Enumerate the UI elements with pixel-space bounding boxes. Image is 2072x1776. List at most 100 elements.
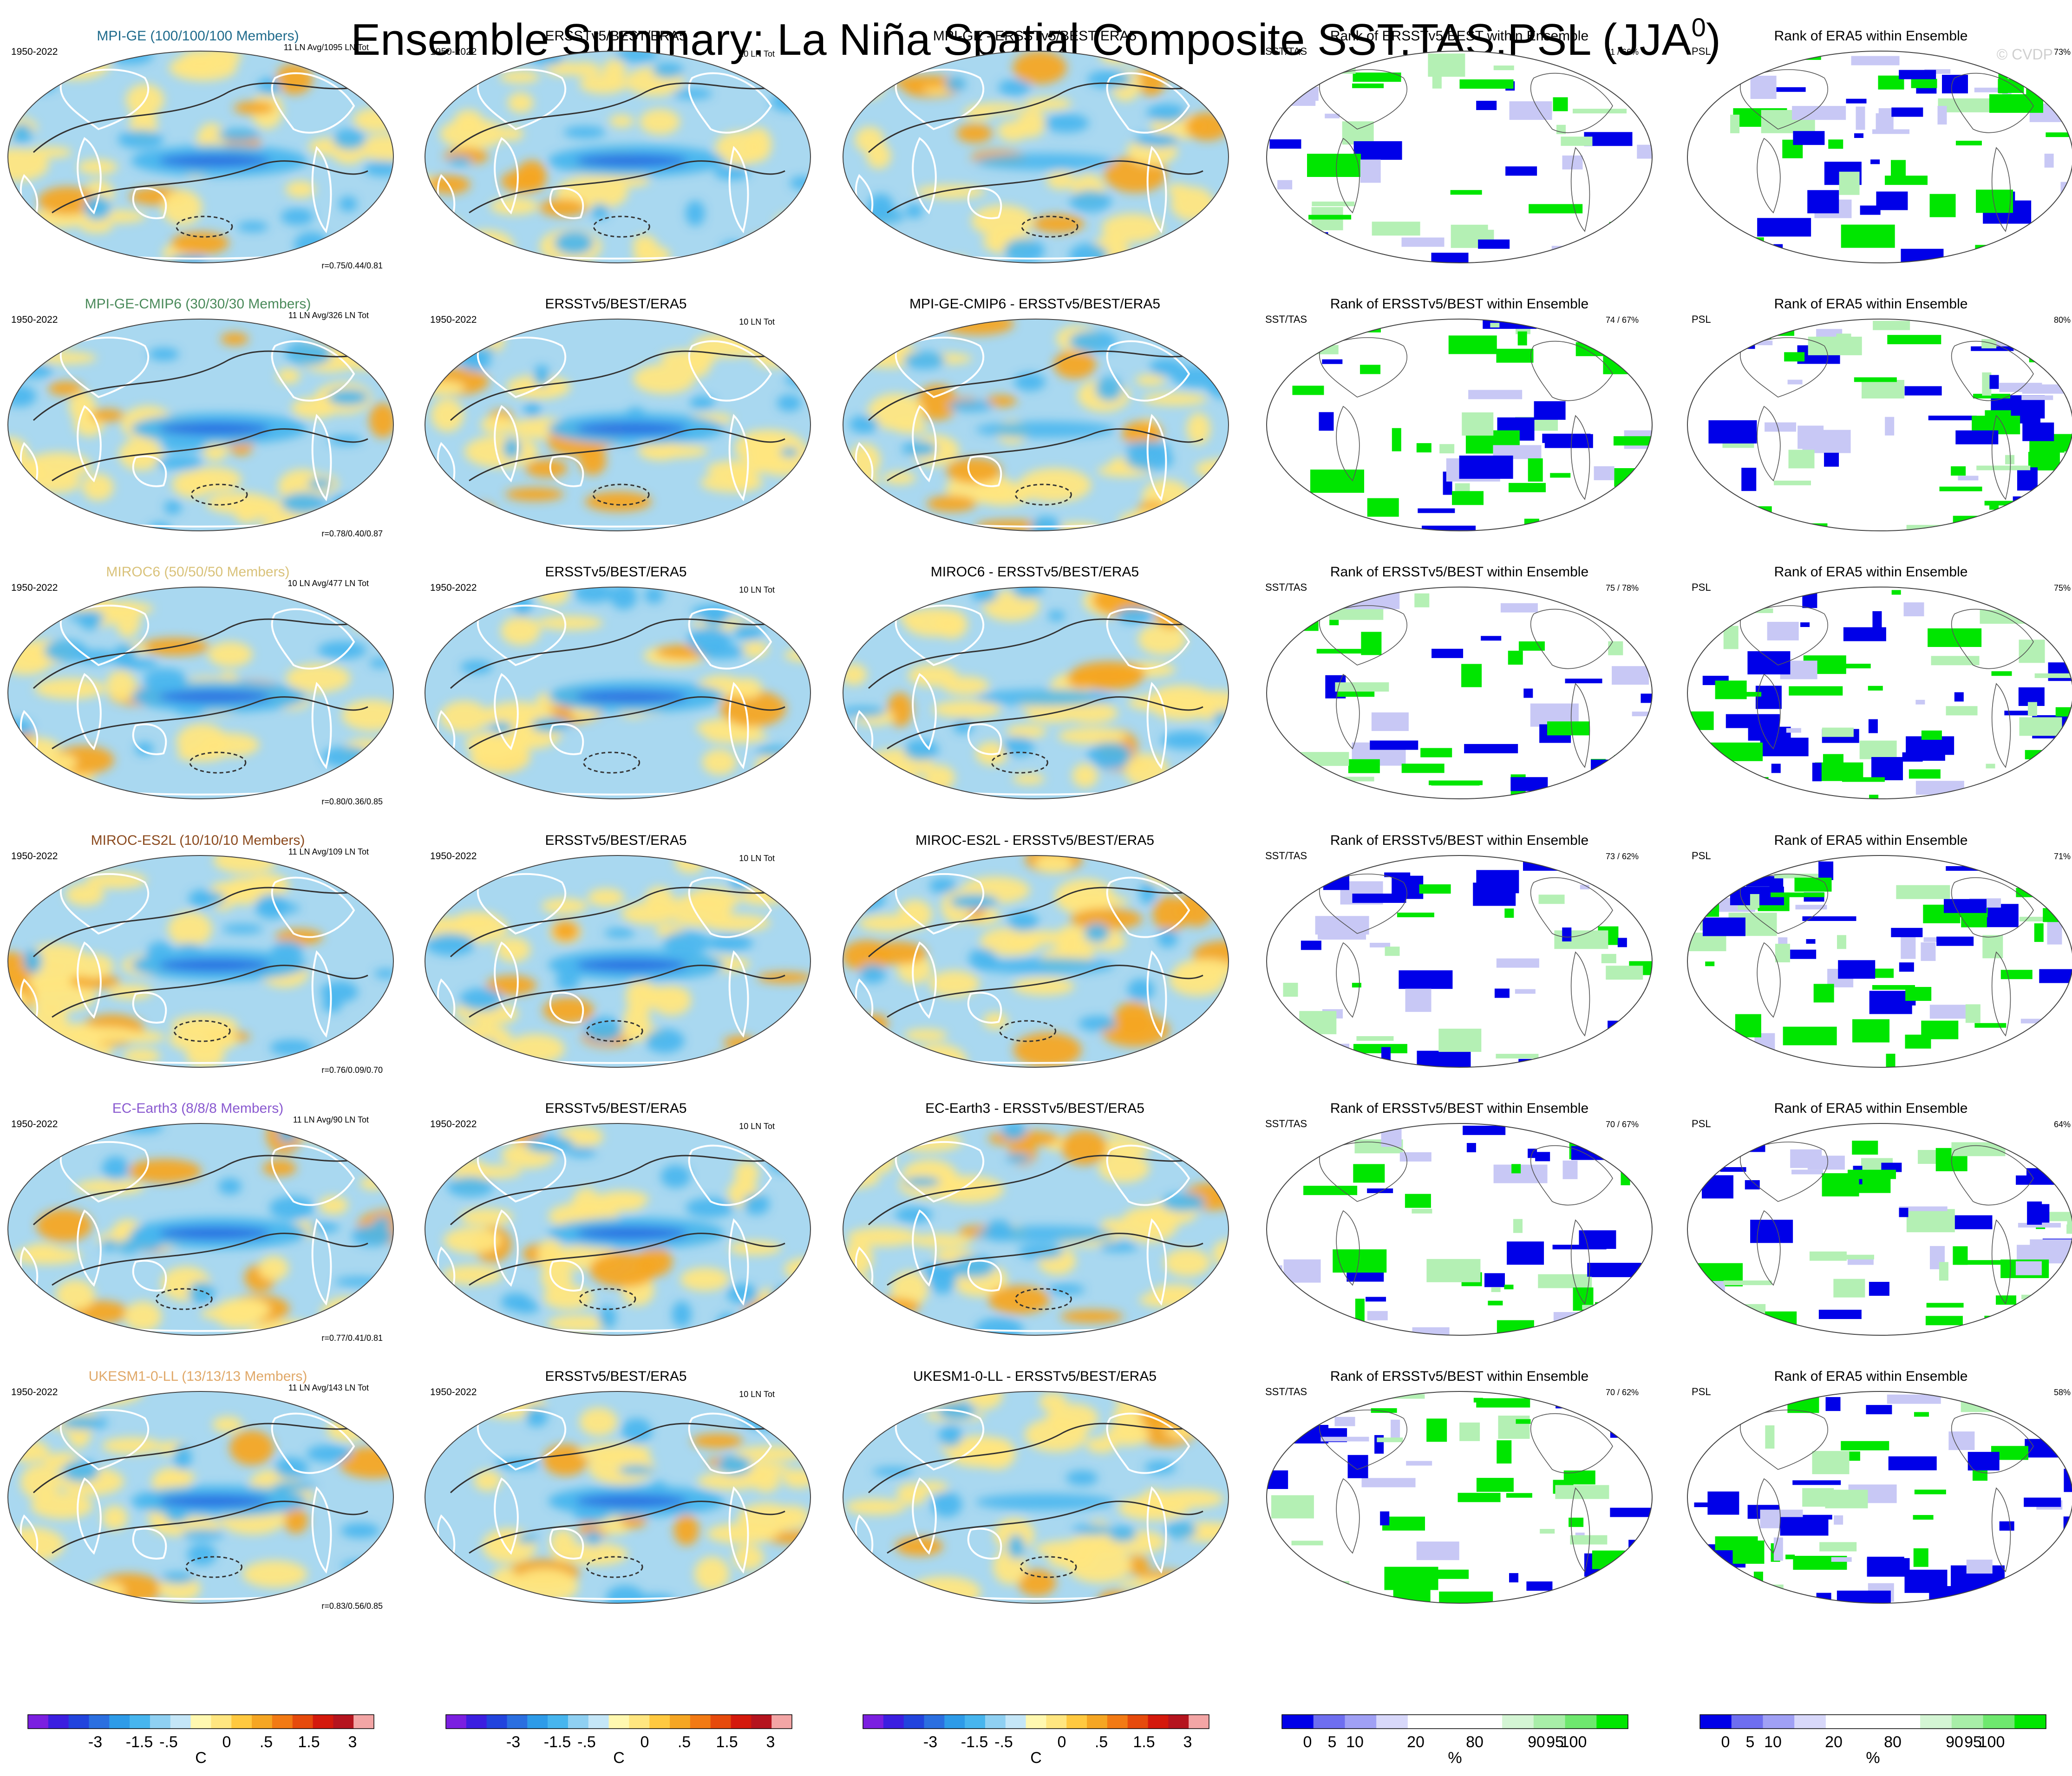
rank-percent: 58%	[2054, 1388, 2071, 1397]
map-outline	[425, 855, 811, 1068]
colorbar-swatch	[1107, 1715, 1128, 1729]
map-projection	[7, 319, 394, 531]
psl-contours	[33, 618, 378, 774]
colorbar-swatch	[1596, 1715, 1628, 1729]
colorbar-tick-label: 0	[641, 1733, 649, 1751]
map-outline	[1266, 51, 1653, 263]
colorbar-swatch	[1189, 1715, 1209, 1729]
colorbar-tick-label: -.5	[994, 1733, 1013, 1751]
colorbar-frame	[445, 1714, 792, 1729]
rank-percent: 80%	[2054, 315, 2071, 325]
colorbar-swatch	[1889, 1715, 1921, 1729]
colorbar-tick-label: -1.5	[961, 1733, 988, 1751]
map-projection	[7, 855, 394, 1068]
map-outline	[7, 51, 394, 263]
colorbar-swatch	[48, 1715, 69, 1729]
period-label: 1950-2022	[11, 314, 58, 325]
map-outline	[1266, 1391, 1653, 1604]
colorbar-tick-label: 1.5	[716, 1733, 738, 1751]
map-projection	[7, 587, 394, 799]
colorbar-tick-label: 0	[1303, 1733, 1312, 1751]
colorbar-swatch	[649, 1715, 670, 1729]
rank-percent: 73 / 62%	[1606, 852, 1639, 861]
colorbar-frame	[1699, 1714, 2046, 1729]
colorbar-swatch	[1439, 1715, 1471, 1729]
colorbar-unit: %	[1448, 1749, 1462, 1767]
rank-title: Rank of ERSSTv5/BEST within Ensemble	[1330, 296, 1588, 312]
pattern-correlation: r=0.76/0.09/0.70	[321, 1065, 383, 1075]
coastlines	[1319, 1410, 1613, 1573]
colorbar-unit: C	[613, 1749, 625, 1767]
map-outline	[1266, 1123, 1653, 1336]
colorbar-tick-label: 0	[1721, 1733, 1730, 1751]
lanina-count: 10 LN Avg/477 LN Tot	[288, 579, 369, 588]
psl-contours	[868, 886, 1213, 1042]
map-outline	[7, 1391, 394, 1604]
period-label: 1950-2022	[430, 1387, 477, 1397]
map-projection	[1266, 1391, 1653, 1604]
colorbar-swatch	[985, 1715, 1006, 1729]
psl-contours	[33, 1154, 378, 1310]
colorbar-unit: C	[1030, 1749, 1042, 1767]
map-panel: Rank of ERSSTv5/BEST within Ensemble SST/…	[1265, 1101, 1653, 1336]
colorbar-swatch	[608, 1715, 629, 1729]
colorbar-swatch	[130, 1715, 150, 1729]
map-panel: MIROC-ES2L - ERSSTv5/BEST/ERA5	[843, 833, 1229, 1068]
rank-variable-label: PSL	[1692, 1118, 1711, 1130]
colorbar-swatch	[924, 1715, 945, 1729]
coastlines	[1319, 874, 1613, 1037]
lanina-count: 11 LN Avg/143 LN Tot	[288, 1383, 369, 1392]
difference-title: UKESM1-0-LL - ERSSTv5/BEST/ERA5	[913, 1369, 1157, 1384]
colorbar-tick-label: 10	[1346, 1733, 1364, 1751]
map-projection	[7, 1123, 394, 1336]
map-projection	[1687, 587, 2072, 799]
map-panel: ERSSTv5/BEST/ERA5 1950-2022 10 LN Tot	[425, 1369, 811, 1604]
obs-title: ERSSTv5/BEST/ERA5	[545, 564, 686, 580]
model-title: MPI-GE (100/100/100 Members)	[97, 28, 299, 44]
colorbar-swatch	[1763, 1715, 1795, 1729]
colorbar-swatch	[527, 1715, 548, 1729]
rank-percent: 64%	[2054, 1120, 2071, 1129]
colorbar-tick-label: 100	[1979, 1733, 2005, 1751]
rank-title: Rank of ERA5 within Ensemble	[1774, 28, 1968, 44]
colorbar-unit: %	[1866, 1749, 1880, 1767]
colorbar: -3 -1.5 -.5 0 .5 1.5 3 C	[445, 1714, 792, 1767]
rank-title: Rank of ERSSTv5/BEST within Ensemble	[1330, 1369, 1588, 1384]
model-title: MIROC6 (50/50/50 Members)	[106, 564, 289, 580]
colorbar-swatch	[1407, 1715, 1440, 1729]
difference-title: MPI-GE-CMIP6 - ERSSTv5/BEST/ERA5	[909, 296, 1160, 312]
map-outline	[7, 587, 394, 799]
map-panel: Rank of ERA5 within Ensemble PSL 64%	[1687, 1101, 2072, 1336]
colorbar-swatch	[190, 1715, 211, 1729]
pattern-correlation: r=0.83/0.56/0.85	[321, 1601, 383, 1611]
colorbar-swatch	[1983, 1715, 2015, 1729]
lanina-count: 10 LN Tot	[739, 49, 775, 59]
coastlines	[1739, 874, 2034, 1037]
colorbar-swatch	[507, 1715, 528, 1729]
colorbar-frame	[1281, 1714, 1628, 1729]
panel-row: MPI-GE (100/100/100 Members) 1950-2022 11 …	[7, 28, 2072, 270]
map-projection	[7, 1391, 394, 1604]
map-panel: Rank of ERSSTv5/BEST within Ensemble SST/…	[1265, 296, 1653, 531]
difference-title: MIROC6 - ERSSTv5/BEST/ERA5	[931, 564, 1139, 580]
obs-title: ERSSTv5/BEST/ERA5	[545, 1101, 686, 1116]
map-outline	[1266, 587, 1653, 799]
colorbar-tick-label: 0	[1058, 1733, 1066, 1751]
psl-contours	[868, 1422, 1213, 1578]
panel-row: EC-Earth3 (8/8/8 Members) 1950-2022 11 LN …	[7, 1101, 2072, 1343]
colorbar-swatch	[771, 1715, 792, 1729]
difference-title: MPI-GE - ERSSTv5/BEST/ERA5	[933, 28, 1137, 44]
map-projection	[425, 1123, 811, 1336]
lanina-count: 11 LN Avg/109 LN Tot	[288, 847, 369, 856]
colorbar-frame	[27, 1714, 374, 1729]
psl-contours	[868, 618, 1213, 774]
map-outline	[425, 587, 811, 799]
map-outline	[843, 1391, 1229, 1604]
panel-row: MIROC6 (50/50/50 Members) 1950-2022 10 LN …	[7, 564, 2072, 806]
map-panel: MPI-GE-CMIP6 - ERSSTv5/BEST/ERA5	[843, 296, 1229, 531]
map-panel: ERSSTv5/BEST/ERA5 1950-2022 10 LN Tot	[425, 1101, 811, 1336]
map-outline	[1687, 51, 2072, 263]
panel-row: MPI-GE-CMIP6 (30/30/30 Members) 1950-2022…	[7, 296, 2072, 538]
map-projection	[843, 855, 1229, 1068]
